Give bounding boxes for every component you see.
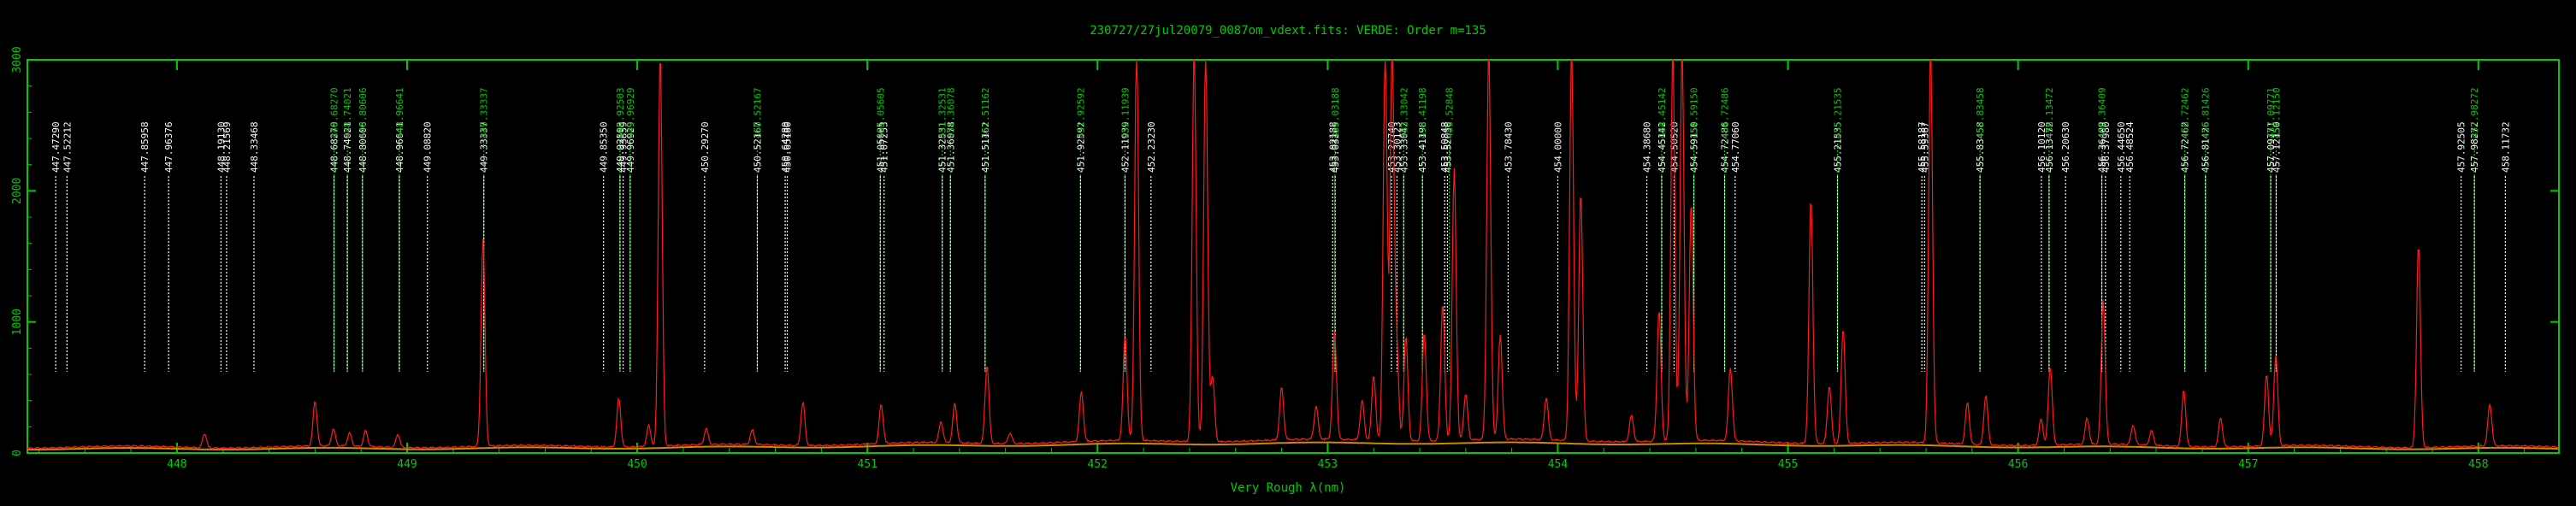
line-marker-label: 447.85958 bbox=[139, 121, 151, 173]
line-marker-label: 453.33042 bbox=[1398, 87, 1409, 138]
green-line-markers: 448.68270 448.74021 448.80606 448.96641 449.… bbox=[329, 87, 2480, 372]
x-tick-label: 455 bbox=[1778, 458, 1798, 471]
x-tick-label: 452 bbox=[1088, 458, 1108, 471]
line-marker-label: 453.30123 bbox=[1391, 121, 1403, 173]
line-marker-label: 455.59367 bbox=[1919, 121, 1930, 173]
x-axis: 448 449 450 451 452 453 454 455 456 457 458 bbox=[38, 60, 2526, 471]
x-tick-label: 451 bbox=[857, 458, 877, 471]
y-axis: 0 1000 2000 3000 bbox=[11, 46, 2559, 456]
spectrum-series-line bbox=[27, 59, 2559, 450]
line-marker-label: 455.21535 bbox=[1832, 87, 1843, 138]
line-marker-label: 453.02188 bbox=[1327, 121, 1338, 173]
line-marker-label: 456.20630 bbox=[2060, 121, 2071, 173]
line-marker-label: 453.03188 bbox=[1330, 87, 1341, 138]
line-marker-label: 449.08820 bbox=[422, 121, 434, 173]
line-marker-label: 451.51162 bbox=[980, 87, 991, 138]
line-marker-label: 450.52167 bbox=[752, 87, 763, 138]
line-marker-label: 447.47290 bbox=[50, 121, 62, 173]
line-marker-label: 454.59150 bbox=[1689, 87, 1700, 138]
line-marker-label: 449.93859 bbox=[618, 121, 629, 173]
line-marker-label: 450.64280 bbox=[780, 121, 791, 173]
line-marker-label: 457.98272 bbox=[2469, 87, 2480, 138]
line-marker-label: 453.52050 bbox=[1442, 121, 1453, 173]
y-tick-label: 3000 bbox=[11, 46, 24, 73]
y-tick-label: 0 bbox=[11, 450, 24, 456]
y-tick-label: 1000 bbox=[11, 309, 24, 335]
x-tick-label: 456 bbox=[2008, 458, 2028, 471]
plot-frame bbox=[27, 59, 2560, 454]
line-marker-label: 454.77060 bbox=[1730, 121, 1741, 173]
line-marker-label: 449.92503 bbox=[615, 87, 626, 138]
line-marker-label: 456.44650 bbox=[2116, 121, 2127, 173]
line-marker-label: 454.45142 bbox=[1657, 87, 1668, 138]
line-marker-label: 454.38680 bbox=[1642, 121, 1653, 173]
x-tick-label: 454 bbox=[1548, 458, 1569, 471]
y-tick-label: 2000 bbox=[11, 178, 24, 204]
line-marker-label: 452.11939 bbox=[1120, 87, 1131, 138]
x-axis-label: Very Rough λ(nm) bbox=[1231, 481, 1346, 495]
line-marker-label: 448.21569 bbox=[222, 121, 233, 173]
line-marker-label: 448.80606 bbox=[357, 87, 369, 138]
line-marker-label: 448.19130 bbox=[216, 121, 227, 173]
line-marker-label: 452.23230 bbox=[1146, 121, 1157, 173]
line-marker-label: 457.12150 bbox=[2271, 87, 2282, 138]
x-tick-label: 458 bbox=[2468, 458, 2488, 471]
line-marker-label: 448.74021 bbox=[342, 87, 353, 138]
white-line-markers: 447.47290 447.52212 447.85958 447.96376 448.… bbox=[50, 121, 2511, 372]
line-marker-label: 453.27740 bbox=[1386, 121, 1397, 173]
line-marker-label: 453.52848 bbox=[1445, 87, 1456, 138]
line-marker-label: 453.50848 bbox=[1439, 121, 1450, 173]
line-marker-label: 448.96641 bbox=[394, 87, 405, 138]
line-marker-label: 456.10120 bbox=[2036, 121, 2047, 173]
chart-title: 230727/27jul20079_0087om_vdext.fits: VER… bbox=[1090, 24, 1486, 38]
line-marker-label: 457.92505 bbox=[2456, 121, 2467, 173]
line-marker-label: 456.13472 bbox=[2044, 87, 2055, 138]
line-marker-label: 447.52212 bbox=[62, 121, 73, 173]
line-marker-label: 453.78430 bbox=[1503, 121, 1514, 173]
line-marker-label: 448.33468 bbox=[249, 121, 260, 173]
line-marker-label: 454.72486 bbox=[1720, 87, 1731, 138]
continuum-line bbox=[27, 441, 2558, 450]
line-marker-label: 447.96376 bbox=[163, 121, 174, 173]
line-marker-label: 450.29270 bbox=[700, 121, 711, 173]
line-marker-label: 451.07253 bbox=[879, 121, 890, 173]
line-marker-label: 456.37980 bbox=[2100, 121, 2112, 173]
line-marker-label: 458.11732 bbox=[2500, 121, 2511, 173]
x-tick-label: 453 bbox=[1318, 458, 1338, 471]
line-marker-label: 455.58187 bbox=[1917, 121, 1928, 173]
x-tick-label: 448 bbox=[167, 458, 186, 471]
line-marker-label: 457.09771 bbox=[2266, 87, 2277, 138]
line-marker-label: 449.33337 bbox=[479, 87, 490, 138]
line-marker-label: 449.96929 bbox=[625, 87, 636, 138]
x-tick-label: 449 bbox=[397, 458, 417, 471]
line-marker-label: 456.48524 bbox=[2124, 121, 2136, 173]
line-marker-label: 454.00000 bbox=[1552, 121, 1563, 173]
line-marker-label: 453.41198 bbox=[1417, 87, 1428, 138]
line-marker-label: 451.36078 bbox=[945, 87, 956, 138]
x-tick-label: 457 bbox=[2238, 458, 2258, 471]
line-marker-label: 450.65180 bbox=[782, 121, 793, 173]
line-marker-label: 456.81426 bbox=[2201, 87, 2212, 138]
line-marker-label: 451.92592 bbox=[1075, 87, 1086, 138]
line-marker-label: 456.36409 bbox=[2097, 87, 2108, 138]
line-marker-label: 451.32531 bbox=[937, 87, 948, 138]
line-marker-label: 455.83458 bbox=[1975, 87, 1986, 138]
line-marker-label: 456.72462 bbox=[2180, 87, 2191, 138]
line-marker-label: 448.68270 bbox=[329, 87, 340, 138]
x-tick-label: 450 bbox=[627, 458, 647, 471]
line-marker-label: 451.05605 bbox=[875, 87, 886, 138]
line-marker-label: 449.85350 bbox=[599, 121, 610, 173]
line-marker-label: 453.03265 bbox=[1330, 121, 1341, 173]
